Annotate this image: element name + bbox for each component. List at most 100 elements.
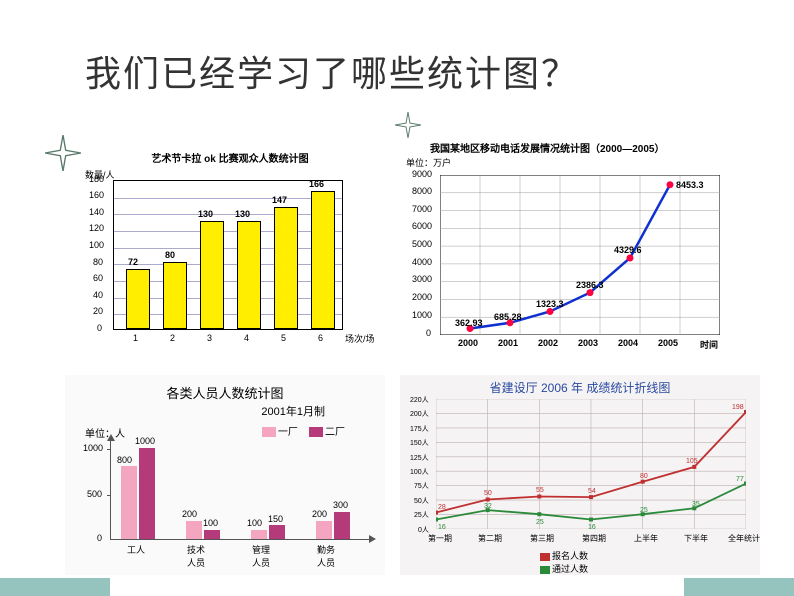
unit-label: 单位：人 xyxy=(85,425,125,440)
ytick: 140 xyxy=(89,207,104,217)
line-chart-mobile: 我国某地区移动电话发展情况统计图（2000—2005） 单位：万户 0 1000… xyxy=(400,140,760,360)
legend-label: 二厂 xyxy=(325,427,345,438)
xtick: 6 xyxy=(318,333,323,343)
ytick: 180 xyxy=(89,174,104,184)
point-label: 685.28 xyxy=(494,312,522,322)
x-axis-label: 时间 xyxy=(700,338,718,351)
legend-label: 通过人数 xyxy=(552,564,588,574)
swatch-enroll xyxy=(540,553,550,561)
svg-text:16: 16 xyxy=(438,524,446,529)
swatch-factory2 xyxy=(309,427,323,437)
svg-text:25: 25 xyxy=(536,519,544,526)
ytick: 160 xyxy=(89,190,104,200)
point-label: 4329.6 xyxy=(614,245,642,255)
xtick: 第四期 xyxy=(582,533,606,544)
grouped-bar-personnel: 各类人员人数统计图 2001年1月制 单位：人 一厂 二厂 800 1000 2… xyxy=(65,375,385,575)
ytick: 500 xyxy=(87,489,102,499)
ytick: 100 xyxy=(89,240,104,250)
svg-text:55: 55 xyxy=(536,487,544,494)
xtick: 第二期 xyxy=(478,533,502,544)
ytick: 25人 xyxy=(414,510,429,520)
bar-5 xyxy=(274,207,298,330)
bar-value: 800 xyxy=(117,455,132,465)
ytick: 0 xyxy=(97,533,102,543)
bar-value: 100 xyxy=(203,518,218,528)
chart-title: 省建设厅 2006 年 成绩统计折线图 xyxy=(400,375,760,396)
legend: 一厂 二厂 xyxy=(262,423,345,438)
svg-text:25: 25 xyxy=(640,507,648,514)
ytick: 60 xyxy=(93,273,103,283)
bar-value: 147 xyxy=(272,195,287,205)
corner-accent xyxy=(684,578,794,596)
ytick: 4000 xyxy=(412,257,432,267)
bar-b3 xyxy=(269,525,285,539)
ytick: 120 xyxy=(89,223,104,233)
xtick: 3 xyxy=(207,333,212,343)
point-label: 2386.3 xyxy=(576,280,604,290)
bar-a1 xyxy=(121,466,137,539)
line-chart-scores: 省建设厅 2006 年 成绩统计折线图 28 50 55 54 80 105 1… xyxy=(400,375,760,575)
legend-label: 一厂 xyxy=(278,427,298,438)
xtick: 第三期 xyxy=(530,533,554,544)
bar-value: 1000 xyxy=(135,436,155,446)
svg-text:32: 32 xyxy=(484,503,492,510)
swatch-pass xyxy=(540,566,550,574)
bar-value: 200 xyxy=(312,509,327,519)
bar-a4 xyxy=(316,521,332,539)
xtick: 4 xyxy=(244,333,249,343)
plot-area: 72 80 130 130 147 166 xyxy=(113,180,343,330)
bar-1 xyxy=(126,269,150,329)
svg-text:198: 198 xyxy=(732,404,744,411)
ytick: 2000 xyxy=(412,292,432,302)
x-axis-label: 场次/场 xyxy=(345,332,375,345)
ytick: 100人 xyxy=(410,467,429,477)
xtick: 1 xyxy=(133,333,138,343)
star-icon xyxy=(45,135,81,171)
bar-value: 130 xyxy=(235,209,250,219)
corner-accent xyxy=(0,578,110,596)
point-label: 362.93 xyxy=(455,318,483,328)
xtick: 5 xyxy=(281,333,286,343)
ytick: 220人 xyxy=(410,395,429,405)
svg-text:35: 35 xyxy=(692,501,700,508)
svg-text:16: 16 xyxy=(588,524,596,529)
ytick: 3000 xyxy=(412,274,432,284)
bar-b2 xyxy=(204,530,220,539)
bar-a2 xyxy=(186,521,202,539)
chart-title: 各类人员人数统计图 xyxy=(65,375,385,402)
legend-label: 报名人数 xyxy=(552,551,588,561)
bar-a3 xyxy=(251,530,267,539)
bar-value: 100 xyxy=(247,518,262,528)
ytick: 175人 xyxy=(410,424,429,434)
ytick: 0 xyxy=(97,323,102,333)
xtick: 管理 人员 xyxy=(252,543,270,569)
ytick: 8000 xyxy=(412,186,432,196)
ytick: 125人 xyxy=(410,453,429,463)
xtick: 全年统计 xyxy=(728,533,760,544)
point-label: 8453.3 xyxy=(676,180,704,190)
xtick: 上半年 xyxy=(634,533,658,544)
bar-value: 150 xyxy=(268,514,283,524)
unit-label: 单位：万户 xyxy=(406,156,451,169)
bar-value: 166 xyxy=(309,179,324,189)
bar-3 xyxy=(200,221,224,329)
svg-text:28: 28 xyxy=(438,504,446,511)
ytick: 40 xyxy=(93,290,103,300)
bar-value: 80 xyxy=(165,250,175,260)
bar-b1 xyxy=(139,448,155,539)
xtick: 下半年 xyxy=(684,533,708,544)
bar-4 xyxy=(237,221,261,329)
svg-text:105: 105 xyxy=(686,458,698,465)
xtick: 工人 xyxy=(127,543,145,556)
page-title: 我们已经学习了哪些统计图？ xyxy=(85,45,579,97)
bar-value: 300 xyxy=(333,500,348,510)
xtick: 第一期 xyxy=(428,533,452,544)
chart-title: 我国某地区移动电话发展情况统计图（2000—2005） xyxy=(400,140,760,155)
xtick: 技术 人员 xyxy=(187,543,205,569)
ytick: 0 xyxy=(426,328,431,338)
ytick: 50人 xyxy=(414,496,429,506)
star-icon xyxy=(395,112,421,138)
xtick: 2001 xyxy=(498,338,518,348)
ytick: 1000 xyxy=(83,443,103,453)
ytick: 1000 xyxy=(412,310,432,320)
